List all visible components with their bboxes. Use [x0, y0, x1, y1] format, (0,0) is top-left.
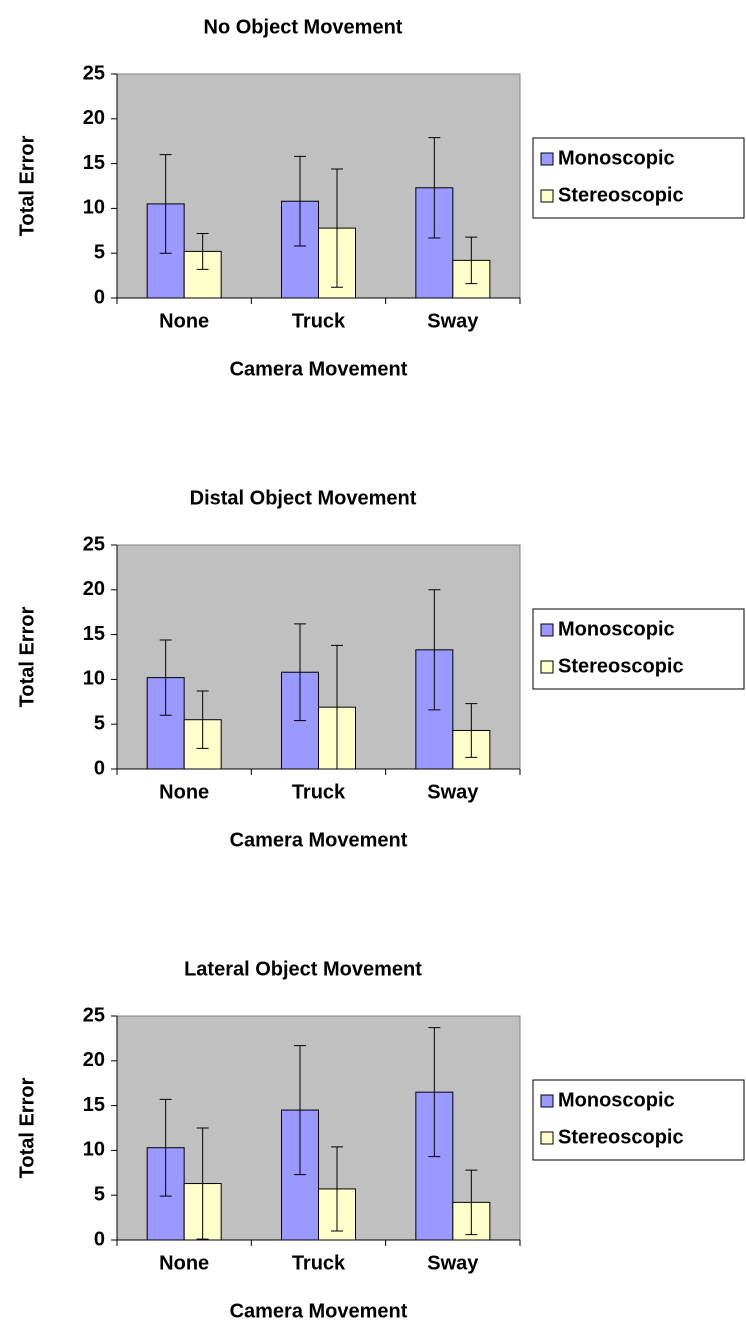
x-tick-label: Sway	[427, 310, 479, 332]
legend-box	[532, 137, 745, 219]
x-axis-label: Camera Movement	[230, 1300, 408, 1322]
y-tick-label: 20	[83, 578, 105, 600]
x-tick-label: None	[159, 310, 209, 332]
legend-swatch	[540, 1094, 554, 1108]
chart-title: No Object Movement	[204, 16, 403, 38]
x-tick-label: Truck	[292, 1252, 346, 1274]
y-tick-label: 5	[94, 1183, 105, 1205]
legend-swatch	[540, 189, 554, 203]
legend-swatch	[540, 660, 554, 674]
error-bar	[159, 639, 172, 716]
y-tick-label: 0	[94, 757, 105, 779]
error-bar	[294, 155, 306, 247]
y-tick-label: 10	[83, 197, 105, 219]
error-bar	[331, 644, 343, 770]
error-bar	[331, 168, 343, 288]
x-tick-label: Sway	[427, 1252, 479, 1274]
error-bar	[159, 154, 172, 254]
error-bar	[428, 589, 441, 711]
error-bar	[196, 690, 209, 749]
legend-label: Monoscopic	[558, 1089, 675, 1111]
y-tick-label: 15	[83, 152, 105, 174]
legend-label: Stereoscopic	[558, 655, 684, 677]
legend-swatch	[540, 152, 554, 166]
x-tick-label: Truck	[292, 781, 346, 803]
y-tick-label: 25	[83, 1004, 105, 1026]
error-bar	[196, 232, 209, 270]
legend-box	[532, 1079, 745, 1161]
error-bar	[196, 1127, 209, 1240]
error-bar	[465, 236, 478, 285]
y-tick-label: 10	[83, 668, 105, 690]
y-tick-label: 0	[94, 286, 105, 308]
x-tick-label: None	[159, 781, 209, 803]
y-tick-label: 0	[94, 1228, 105, 1250]
y-tick-label: 20	[83, 107, 105, 129]
error-bar	[331, 1146, 343, 1232]
y-tick-label: 5	[94, 712, 105, 734]
x-tick-label: None	[159, 1252, 209, 1274]
error-bar	[465, 703, 478, 758]
error-bar	[428, 137, 441, 239]
y-tick-label: 15	[83, 1094, 105, 1116]
y-axis-label: Total Error	[16, 135, 38, 236]
legend-swatch	[540, 1131, 554, 1145]
chart-title: Lateral Object Movement	[184, 958, 422, 980]
y-axis-label: Total Error	[16, 1077, 38, 1178]
legend-swatch	[540, 623, 554, 637]
y-tick-label: 5	[94, 241, 105, 263]
chart-title: Distal Object Movement	[190, 487, 417, 509]
legend-label: Monoscopic	[558, 147, 675, 169]
error-bar	[465, 1169, 478, 1236]
error-bar	[294, 1045, 306, 1176]
x-axis-label: Camera Movement	[230, 358, 408, 380]
legend-label: Stereoscopic	[558, 1126, 684, 1148]
y-tick-label: 10	[83, 1139, 105, 1161]
x-tick-label: Truck	[292, 310, 346, 332]
y-tick-label: 15	[83, 623, 105, 645]
x-tick-label: Sway	[427, 781, 479, 803]
legend-box	[532, 608, 745, 690]
y-tick-label: 25	[83, 62, 105, 84]
x-axis-label: Camera Movement	[230, 829, 408, 851]
y-tick-label: 25	[83, 533, 105, 555]
error-bar	[159, 1098, 172, 1197]
y-axis-label: Total Error	[16, 606, 38, 707]
legend-label: Stereoscopic	[558, 184, 684, 206]
y-tick-label: 20	[83, 1049, 105, 1071]
error-bar	[428, 1027, 441, 1158]
error-bar	[294, 623, 306, 722]
legend-label: Monoscopic	[558, 618, 675, 640]
